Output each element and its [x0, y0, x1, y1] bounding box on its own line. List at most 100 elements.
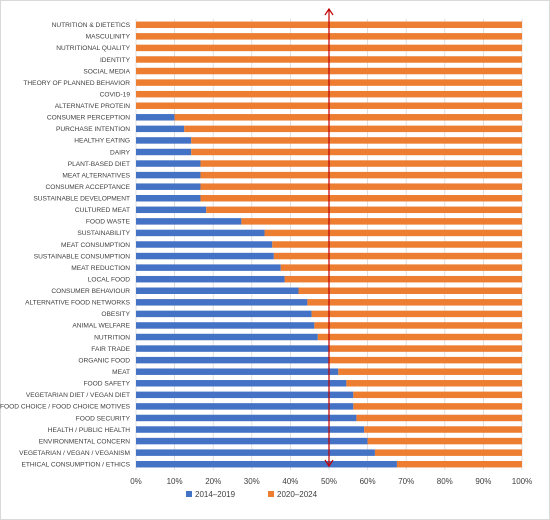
category-label: VEGETARIAN DIET / VEGAN DIET [26, 392, 130, 399]
bar-segment-series-2 [338, 368, 522, 375]
reference-line-group [324, 7, 334, 468]
bar-segment-series-1 [136, 368, 339, 375]
bar-segment-series-1 [136, 218, 242, 225]
legend-label: 2020–2024 [277, 490, 318, 499]
bar-segment-series-2 [364, 426, 522, 433]
category-label: VEGETARIAN / VEGAN / VEGANISM [19, 450, 130, 457]
category-label: NUTRITION & DIETETICS [52, 22, 131, 29]
legend-swatch [186, 491, 192, 497]
category-label: CONSUMER ACCEPTANCE [45, 184, 130, 191]
x-tick-label: 40% [282, 477, 298, 486]
bar-segment-series-2 [353, 403, 522, 410]
category-label: OBESITY [101, 311, 130, 318]
x-tick-label: 20% [205, 477, 221, 486]
bar-segment-series-2 [184, 125, 522, 133]
category-label: ANIMAL WELFARE [72, 323, 130, 330]
category-label: ORGANIC FOOD [78, 357, 130, 364]
category-label: ETHICAL CONSUMPTION / ETHICS [21, 462, 130, 469]
category-label: SUSTAINABLE DEVELOPMENT [33, 196, 130, 203]
category-label: SOCIAL MEDIA [83, 68, 130, 75]
x-tick-label: 30% [244, 477, 260, 486]
category-label: CULTURED MEAT [75, 207, 130, 214]
bar-segment-series-2 [191, 137, 522, 144]
bar-segment-series-2 [206, 206, 522, 214]
bar-segment-series-2 [200, 160, 522, 167]
bar-segment-series-2 [241, 218, 523, 225]
bar-segment-series-2 [200, 171, 522, 179]
x-tick-label: 50% [321, 477, 337, 486]
bar-segment-series-1 [136, 137, 192, 144]
category-label: NUTRITION [94, 334, 130, 341]
bar-segment-series-1 [136, 403, 354, 410]
bar-segment-series-2 [200, 195, 522, 202]
category-label: MASCULINITY [86, 34, 131, 41]
bar-segment-series-2 [284, 275, 522, 283]
bar-segment-series-2 [329, 356, 522, 364]
bar-segment-series-2 [280, 264, 522, 271]
bar-segment-series-1 [136, 426, 365, 433]
reference-arrow-head-top [324, 7, 334, 16]
bar-segment-series-2 [298, 287, 522, 294]
bar-segment-series-1 [136, 241, 273, 248]
bar-segment-series-1 [136, 391, 354, 399]
category-label: FOOD SECURITY [76, 415, 131, 422]
category-label: MEAT CONSUMPTION [61, 242, 130, 249]
bar-segment-series-2 [273, 252, 522, 260]
category-label: FAIR TRADE [91, 346, 130, 353]
bar-segment-series-2 [317, 333, 522, 341]
bar-segment-series-1 [136, 264, 281, 271]
bar-segment-series-1 [136, 380, 347, 387]
category-label: FOOD WASTE [86, 219, 131, 226]
category-label: FOOD SAFETY [83, 381, 130, 388]
bar-segment-series-1 [136, 252, 274, 260]
category-label: COVID-19 [100, 91, 131, 98]
bar-segment-series-2 [374, 449, 522, 456]
bar-segment-series-1 [136, 322, 315, 329]
bar-segment-series-1 [136, 299, 308, 306]
category-label: LOCAL FOOD [88, 276, 130, 283]
category-label: SUSTAINABILITY [77, 230, 130, 237]
x-tick-label: 80% [437, 477, 453, 486]
reference-arrow-head-bottom [324, 459, 334, 468]
bar-segment-series-1 [136, 275, 285, 283]
bar-segment-series-2 [396, 460, 522, 468]
bar-segment-series-1 [136, 310, 312, 318]
category-labels: NUTRITION & DIETETICS MASCULINITY NUTRITIO… [0, 22, 131, 468]
category-label: IDENTITY [100, 57, 131, 64]
category-label: SUSTAINABLE CONSUMPTION [34, 253, 130, 260]
category-label: THEORY OF PLANNED BEHAVIOR [23, 80, 130, 87]
bar-segment-series-2 [329, 345, 522, 352]
category-label: CONSUMER BEHAVIOUR [51, 288, 130, 295]
bar-segment-series-1 [136, 229, 265, 237]
category-label: ENVIRONMENTAL CONCERN [39, 438, 130, 445]
x-tick-label: 100% [512, 477, 532, 486]
bar-segment-series-1 [136, 171, 201, 179]
bar-segment-series-1 [136, 148, 192, 156]
bar-segment-series-1 [136, 345, 329, 352]
category-label: ALTERNATIVE PROTEIN [55, 103, 130, 110]
x-tick-label: 70% [398, 477, 414, 486]
bar-segment-series-1 [136, 356, 329, 364]
bar-segment-series-2 [356, 414, 522, 422]
legend: 2014–2019 2020–2024 [186, 490, 318, 499]
bar-segment-series-1 [136, 414, 357, 422]
bar-segment-series-2 [174, 114, 522, 121]
bar-segment-series-1 [136, 183, 201, 190]
category-label: PLANT-BASED DIET [68, 161, 130, 168]
category-label: FOOD CHOICE / FOOD CHOICE MOTIVES [0, 404, 131, 411]
bar-segment-series-1 [136, 287, 299, 294]
x-tick-label: 90% [475, 477, 491, 486]
bar-segment-series-2 [272, 241, 522, 248]
category-label: HEALTH / PUBLIC HEALTH [48, 427, 130, 434]
x-tick-label: 0% [130, 477, 142, 486]
bar-segment-series-1 [136, 160, 201, 167]
bar-segment-series-2 [367, 437, 522, 445]
bar-segment-series-1 [136, 437, 368, 445]
bar-segment-series-1 [136, 449, 375, 456]
category-label: MEAT [112, 369, 130, 376]
bar-segment-series-2 [346, 380, 522, 387]
bar-segment-series-2 [191, 148, 522, 156]
bar-segment-series-2 [314, 322, 522, 329]
bar-segment-series-1 [136, 206, 207, 214]
